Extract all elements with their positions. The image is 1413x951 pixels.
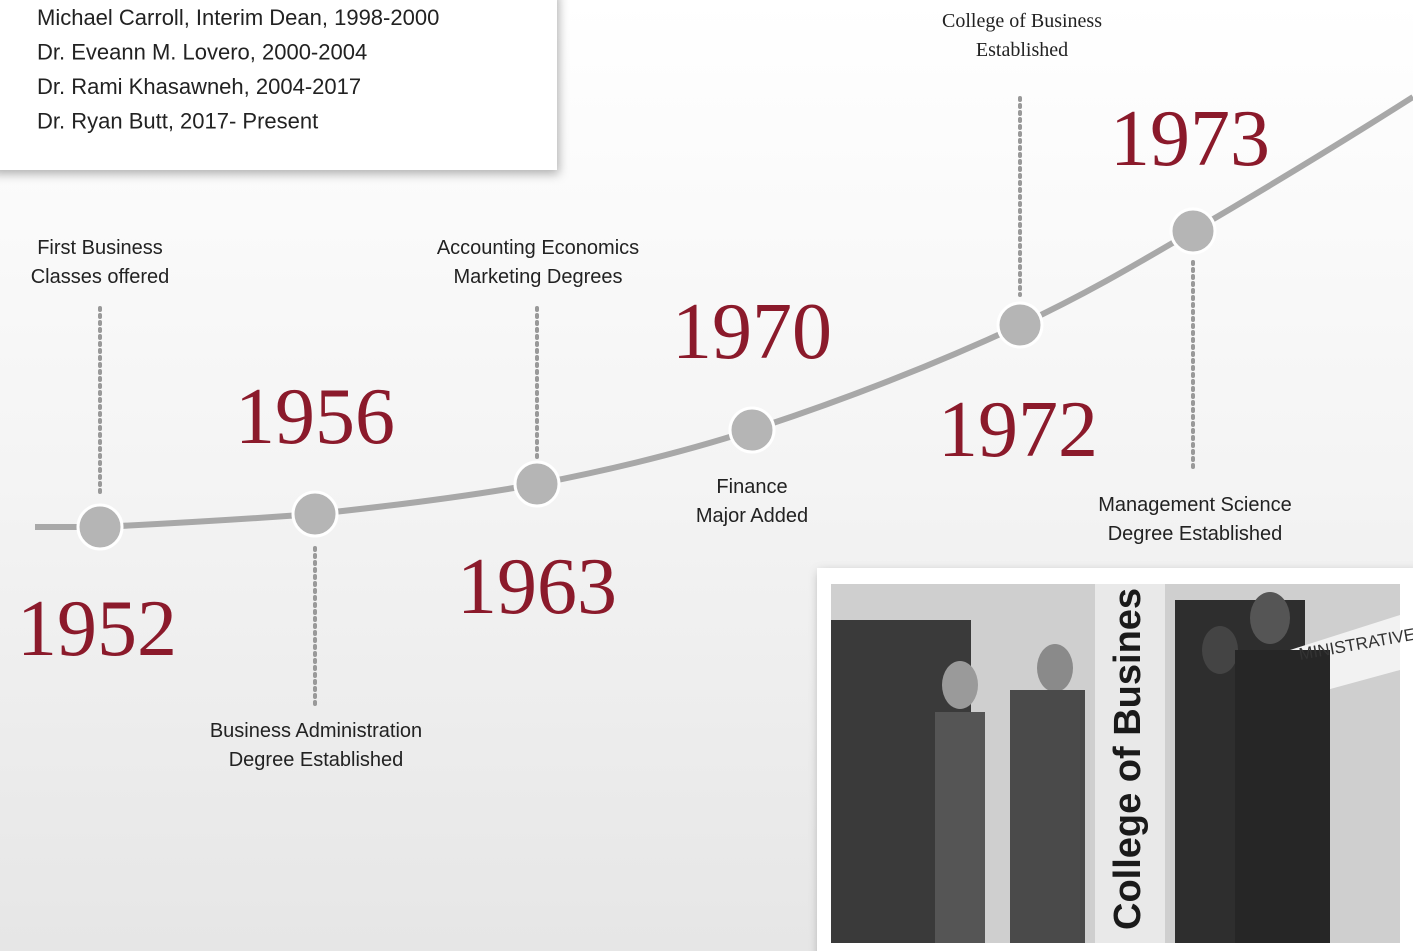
photo-person xyxy=(942,661,978,709)
photo-person xyxy=(1202,626,1238,674)
timeline: College of Busines MINISTRATIVE Michael … xyxy=(0,0,1413,951)
photo: College of Busines MINISTRATIVE xyxy=(817,568,1413,951)
photo-person xyxy=(1037,644,1073,692)
year: 1963 xyxy=(457,543,617,631)
photo-person xyxy=(1010,690,1085,943)
milestone-label: First Business xyxy=(37,237,163,259)
milestone-label: Accounting Economics xyxy=(437,237,639,259)
photo-sign-text: College of Busines xyxy=(1107,588,1149,930)
milestone-dot xyxy=(293,492,337,536)
milestone-label: Established xyxy=(976,39,1068,61)
dean-entry: Dr. Eveann M. Lovero, 2000-2004 xyxy=(37,40,367,65)
year: 1952 xyxy=(17,585,177,673)
milestone-dot xyxy=(78,505,122,549)
year: 1972 xyxy=(938,386,1098,474)
year: 1973 xyxy=(1110,95,1270,183)
milestone-label: College of Business xyxy=(942,10,1102,32)
photo-person xyxy=(1235,650,1330,943)
dean-entry: Michael Carroll, Interim Dean, 1998-2000 xyxy=(37,5,439,30)
milestone-label: Degree Established xyxy=(1108,523,1283,545)
photo-person xyxy=(935,712,985,943)
milestone-dot xyxy=(730,408,774,452)
year: 1970 xyxy=(672,288,832,376)
milestone-label: Degree Established xyxy=(229,749,404,771)
page: College of Busines MINISTRATIVE Michael … xyxy=(0,0,1413,951)
milestone-dot xyxy=(1171,209,1215,253)
dean-entry: Dr. Rami Khasawneh, 2004-2017 xyxy=(37,74,361,99)
milestone-dot xyxy=(515,462,559,506)
milestone-label: Major Added xyxy=(696,505,808,527)
milestone-label: Business Administration xyxy=(210,720,422,742)
milestone-label: Classes offered xyxy=(31,266,170,288)
photo-person xyxy=(1250,592,1290,644)
milestone-label: Marketing Degrees xyxy=(454,266,623,288)
milestone-label: Management Science xyxy=(1098,494,1291,516)
milestone-dot xyxy=(998,303,1042,347)
dean-entry: Dr. Ryan Butt, 2017- Present xyxy=(37,109,318,134)
year: 1956 xyxy=(235,373,395,461)
milestone-label: Finance xyxy=(716,476,787,498)
